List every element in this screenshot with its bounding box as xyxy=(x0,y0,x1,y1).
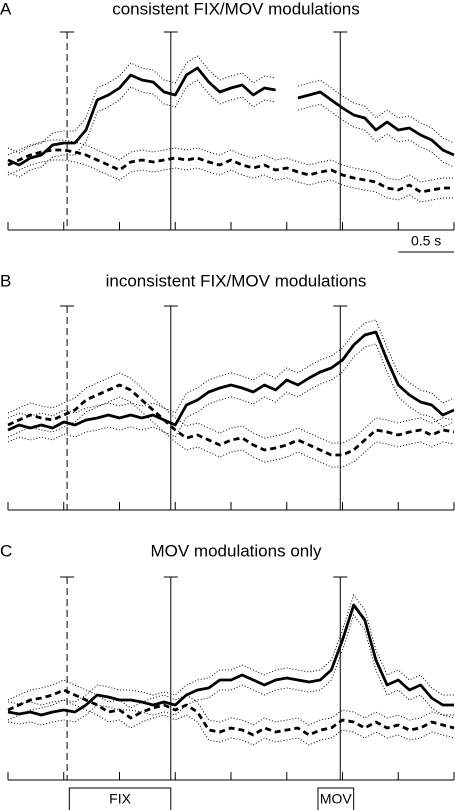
error-bound xyxy=(7,699,455,746)
panel-letter: B xyxy=(0,271,11,290)
mean-line xyxy=(7,66,455,167)
error-bound xyxy=(7,319,455,419)
panel-letter: C xyxy=(0,541,12,560)
period-label: FIX xyxy=(109,791,131,807)
period-label: MOV xyxy=(320,791,353,807)
error-bound xyxy=(7,593,454,706)
error-bound xyxy=(7,372,455,444)
period-box xyxy=(317,787,355,810)
error-bound xyxy=(7,613,454,726)
panel-title: inconsistent FIX/MOV modulations xyxy=(106,271,367,290)
error-bound xyxy=(7,343,455,443)
mean-line xyxy=(7,603,454,717)
error-bound xyxy=(7,55,455,154)
mean-line xyxy=(7,330,455,432)
mean-line xyxy=(7,148,454,194)
panel-title: MOV modulations only xyxy=(150,541,322,560)
panel-letter: A xyxy=(0,0,12,18)
scale-bar-label: 0.5 s xyxy=(411,233,441,249)
panel-title: consistent FIX/MOV modulations xyxy=(112,0,360,18)
error-bound xyxy=(7,79,455,178)
period-box xyxy=(68,787,172,810)
mean-line xyxy=(7,383,455,457)
error-bound xyxy=(7,159,454,203)
mean-line xyxy=(7,688,455,737)
error-bound xyxy=(7,396,455,468)
error-bound xyxy=(7,679,455,726)
